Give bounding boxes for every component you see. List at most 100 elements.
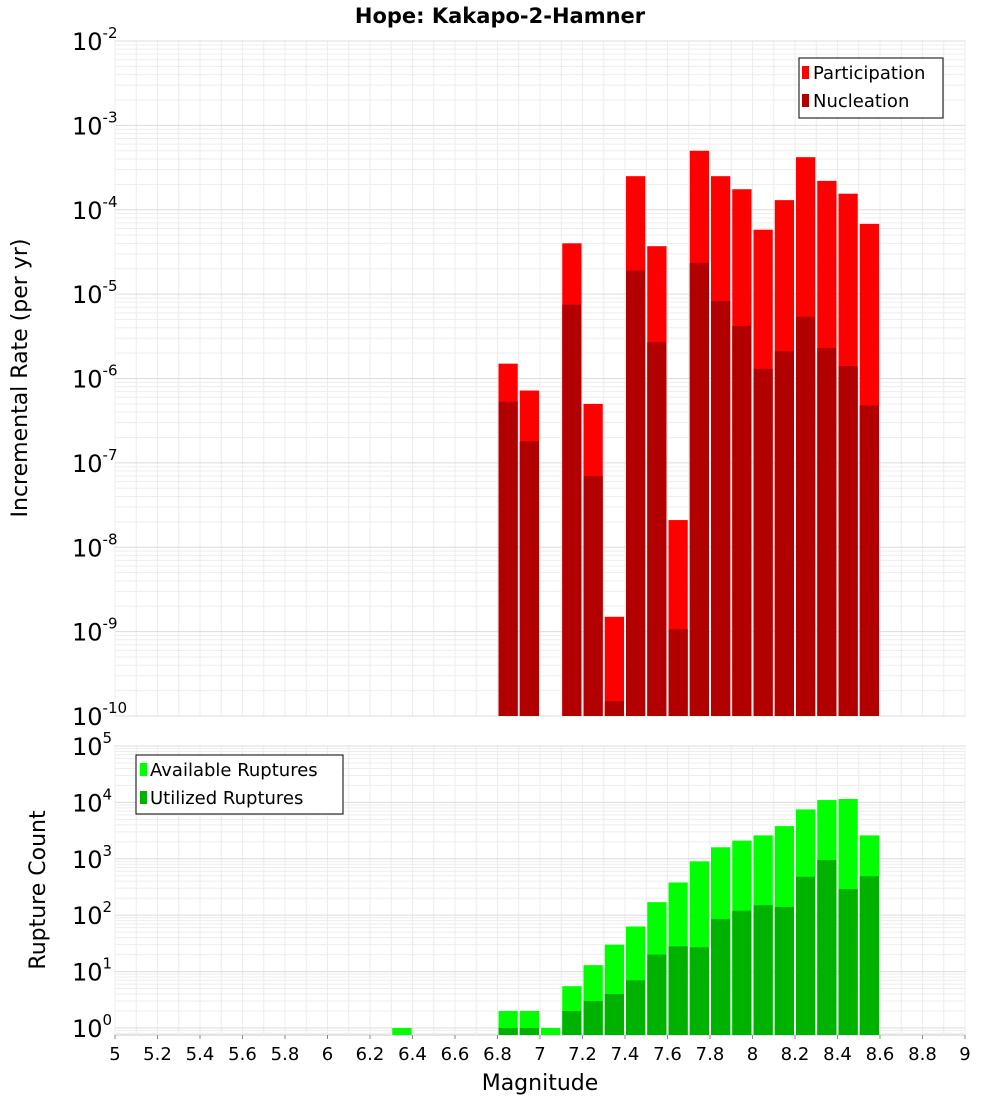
utilized-ruptures-bar bbox=[647, 954, 667, 1035]
utilized-ruptures-bar bbox=[519, 1027, 539, 1035]
utilized-ruptures-bar bbox=[668, 946, 688, 1035]
x-axis-label: Magnitude bbox=[482, 1071, 599, 1096]
x-tick-label: 8.2 bbox=[781, 1044, 810, 1065]
utilized-ruptures-bar bbox=[796, 876, 816, 1035]
nucleation-bar bbox=[838, 366, 858, 716]
y-tick-base: 10 bbox=[72, 846, 103, 874]
y-tick-label: 103 bbox=[72, 842, 112, 874]
x-tick-labels: 5 5.2 5.4 5.6 5.8 6 6.2 6.4 6.6 6.8 7 7.2 7.4 7.6 7.8 8… bbox=[109, 1035, 971, 1065]
x-tick-label: 7.4 bbox=[611, 1044, 640, 1065]
utilized-ruptures-bar bbox=[817, 860, 837, 1035]
y-tick-exponent: -7 bbox=[103, 446, 118, 464]
x-tick-label: 8.8 bbox=[908, 1044, 937, 1065]
legend-swatch-participation bbox=[802, 66, 809, 79]
utilized-ruptures-bar bbox=[774, 906, 794, 1035]
x-tick-label: 6.6 bbox=[441, 1044, 470, 1065]
y-tick-label: 101 bbox=[72, 955, 112, 987]
participation-bar bbox=[604, 616, 624, 716]
y-tick-base: 10 bbox=[72, 703, 103, 731]
nucleation-bar bbox=[604, 701, 624, 716]
y-tick-exponent: 5 bbox=[103, 729, 113, 747]
top-legend-box bbox=[798, 57, 944, 119]
y-tick-label: 10-6 bbox=[72, 362, 118, 394]
nucleation-bar bbox=[498, 401, 518, 716]
y-tick-exponent: 1 bbox=[103, 955, 113, 973]
chart-title: Hope: Kakapo-2-Hamner bbox=[355, 4, 646, 28]
bottom-y-axis-label: Rupture Count bbox=[26, 810, 51, 970]
y-tick-label: 100 bbox=[72, 1011, 112, 1043]
legend-swatch-utilized bbox=[140, 791, 147, 804]
nucleation-bar bbox=[796, 316, 816, 716]
legend-label-utilized: Utilized Ruptures bbox=[150, 788, 303, 809]
nucleation-bar bbox=[519, 441, 539, 716]
utilized-ruptures-bar bbox=[859, 876, 879, 1035]
y-tick-base: 10 bbox=[72, 28, 103, 56]
nucleation-bar bbox=[583, 475, 603, 716]
y-tick-exponent: -6 bbox=[103, 362, 118, 380]
utilized-ruptures-bar bbox=[498, 1027, 518, 1035]
y-tick-exponent: -3 bbox=[103, 108, 118, 126]
y-tick-label: 10-8 bbox=[72, 530, 118, 562]
x-tick-label: 5.6 bbox=[228, 1044, 257, 1065]
top-plot: 10-210-310-410-510-610-710-810-910-10 In… bbox=[8, 24, 966, 731]
nucleation-bar bbox=[774, 351, 794, 716]
x-tick-label: 7 bbox=[534, 1044, 545, 1065]
bottom-legend-box bbox=[135, 754, 344, 815]
x-tick-label: 7.8 bbox=[696, 1044, 725, 1065]
top-legend: Participation Nucleation bbox=[798, 57, 944, 119]
y-tick-label: 10-3 bbox=[72, 108, 118, 140]
bottom-legend: Available Ruptures Utilized Ruptures bbox=[135, 754, 344, 815]
x-tick-label: 5.8 bbox=[271, 1044, 300, 1065]
bottom-bars bbox=[392, 798, 879, 1035]
x-tick-label: 9 bbox=[959, 1044, 970, 1065]
utilized-ruptures-bar bbox=[583, 1001, 603, 1035]
top-bars bbox=[498, 150, 879, 717]
top-grid bbox=[114, 40, 966, 717]
legend-label-participation: Participation bbox=[813, 63, 925, 84]
utilized-ruptures-bar bbox=[689, 947, 709, 1035]
x-tick-label: 5.2 bbox=[143, 1044, 172, 1065]
nucleation-bar bbox=[817, 347, 837, 716]
nucleation-bar bbox=[732, 325, 752, 716]
y-tick-label: 10-10 bbox=[72, 699, 127, 731]
y-tick-base: 10 bbox=[72, 1015, 103, 1043]
y-tick-exponent: -10 bbox=[103, 699, 128, 717]
x-tick-label: 7.2 bbox=[568, 1044, 597, 1065]
y-tick-base: 10 bbox=[72, 902, 103, 930]
x-tick-label: 5 bbox=[109, 1044, 120, 1065]
y-tick-label: 10-5 bbox=[72, 277, 118, 309]
y-tick-label: 10-4 bbox=[72, 193, 118, 225]
x-tick-label: 8.6 bbox=[866, 1044, 895, 1065]
y-tick-base: 10 bbox=[72, 789, 103, 817]
x-tick-label: 7.6 bbox=[653, 1044, 682, 1065]
y-tick-label: 10-9 bbox=[72, 615, 118, 647]
y-tick-label: 10-2 bbox=[72, 24, 118, 56]
nucleation-bar bbox=[626, 270, 646, 716]
x-tick-label: 6 bbox=[322, 1044, 333, 1065]
y-tick-base: 10 bbox=[72, 619, 103, 647]
y-tick-exponent: 0 bbox=[103, 1011, 113, 1029]
legend-swatch-nucleation bbox=[802, 94, 809, 107]
utilized-ruptures-bar bbox=[562, 1010, 582, 1035]
y-tick-base: 10 bbox=[72, 366, 103, 394]
x-tick-label: 6.2 bbox=[356, 1044, 385, 1065]
y-tick-base: 10 bbox=[72, 281, 103, 309]
y-tick-label: 104 bbox=[72, 785, 112, 817]
nucleation-bar bbox=[647, 342, 667, 716]
top-y-tick-labels: 10-210-310-410-510-610-710-810-910-10 bbox=[72, 24, 127, 731]
y-tick-exponent: 4 bbox=[103, 785, 113, 803]
nucleation-bar bbox=[689, 262, 709, 716]
nucleation-bar bbox=[753, 368, 773, 716]
utilized-ruptures-bar bbox=[626, 980, 646, 1035]
y-tick-exponent: -4 bbox=[103, 193, 118, 211]
x-tick-label: 8.4 bbox=[823, 1044, 852, 1065]
x-tick-label: 6.4 bbox=[398, 1044, 427, 1065]
y-tick-exponent: -5 bbox=[103, 277, 118, 295]
y-tick-base: 10 bbox=[72, 534, 103, 562]
y-tick-base: 10 bbox=[72, 450, 103, 478]
y-tick-base: 10 bbox=[72, 733, 103, 761]
y-tick-exponent: -2 bbox=[103, 24, 118, 42]
